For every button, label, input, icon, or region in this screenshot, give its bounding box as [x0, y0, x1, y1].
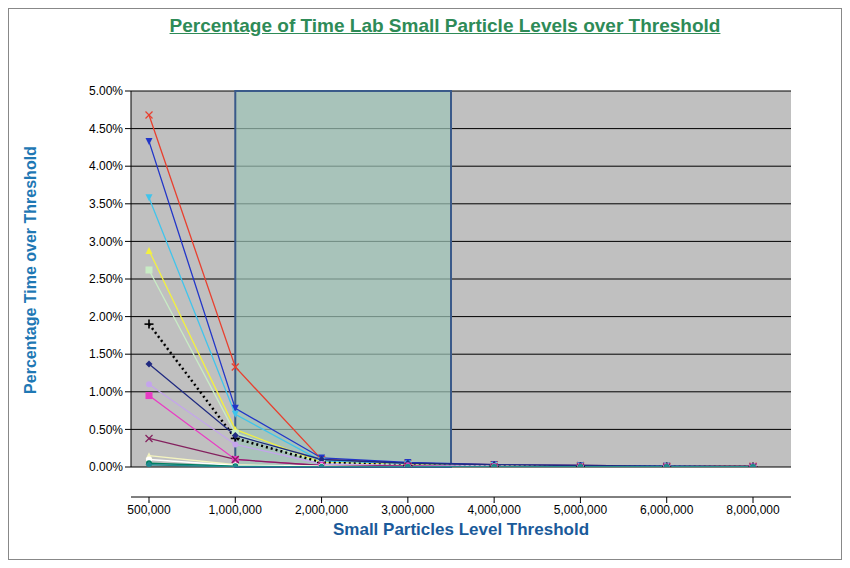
html-text:Percentage Time over Threshold: Percentage Time over Threshold: [22, 146, 39, 394]
svg-text:6,000,000: 6,000,000: [640, 503, 694, 517]
svg-text:0.50%: 0.50%: [89, 423, 123, 437]
svg-text:500,000: 500,000: [127, 503, 171, 517]
svg-text:3,000,000: 3,000,000: [381, 503, 435, 517]
svg-text:4.00%: 4.00%: [89, 159, 123, 173]
html-text:Small Particles Level Threshol: Small Particles Level Threshold: [333, 520, 589, 539]
svg-text:5,000,000: 5,000,000: [554, 503, 608, 517]
svg-text:4.50%: 4.50%: [89, 122, 123, 136]
svg-text:3.00%: 3.00%: [89, 235, 123, 249]
svg-text:0.00%: 0.00%: [89, 460, 123, 474]
svg-text:5.00%: 5.00%: [89, 84, 123, 98]
html-text:Percentage of Time Lab Small P: Percentage of Time Lab Small Particle Le…: [169, 15, 721, 36]
svg-text:2.00%: 2.00%: [89, 310, 123, 324]
svg-text:1.00%: 1.00%: [89, 385, 123, 399]
svg-text:3.50%: 3.50%: [89, 197, 123, 211]
svg-text:8,000,000: 8,000,000: [726, 503, 780, 517]
svg-text:2,000,000: 2,000,000: [295, 503, 349, 517]
svg-text:1,000,000: 1,000,000: [209, 503, 263, 517]
svg-text:4,000,000: 4,000,000: [467, 503, 521, 517]
svg-text:1.50%: 1.50%: [89, 347, 123, 361]
svg-text:2.50%: 2.50%: [89, 272, 123, 286]
